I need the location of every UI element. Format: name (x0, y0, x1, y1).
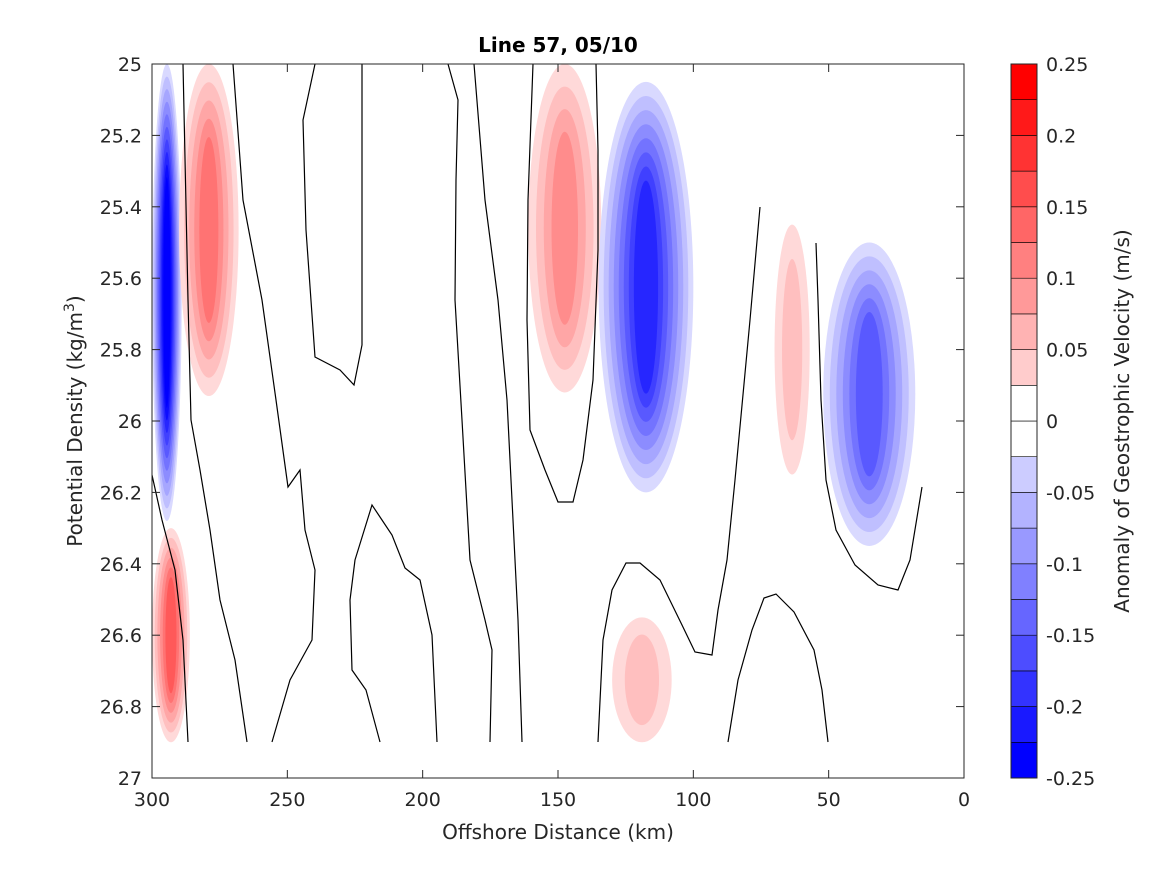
zero-contour (152, 474, 189, 743)
colorbar-tick-label: -0.2 (1046, 697, 1083, 719)
zero-contour (597, 206, 761, 743)
y-tick-label: 26.6 (100, 625, 142, 647)
contour-fill-layer (152, 64, 916, 743)
y-tick-label: 26.8 (100, 697, 142, 719)
x-axis: 300 250 200 150 100 50 0 (134, 64, 970, 811)
y-tick-label: 25.2 (100, 125, 142, 147)
y-tick-label: 25 (118, 54, 142, 76)
y-tick-label: 25.8 (100, 340, 142, 362)
colorbar-tick-label: -0.15 (1046, 625, 1095, 647)
colorbar-tick-label: -0.1 (1046, 554, 1083, 576)
colorbar-band (1010, 634, 1038, 672)
colorbar-band (1010, 206, 1038, 243)
y-tick-label: 25.6 (100, 268, 142, 290)
colorbar-tick-label: 0.05 (1046, 340, 1088, 362)
zero-contour (727, 593, 829, 743)
contour-lines (152, 64, 923, 743)
colorbar-band (1010, 277, 1038, 315)
colorbar-tick-label: 0.1 (1046, 268, 1076, 290)
y-axis-label-superscript: 3 (62, 303, 78, 312)
colorbar-band (1010, 420, 1038, 458)
contour-band-blue-core-40km (855, 312, 883, 477)
chart-title: Line 57, 05/10 (478, 33, 638, 57)
colorbar-tick-label: -0.25 (1046, 768, 1095, 790)
x-tick-label: 0 (958, 789, 970, 811)
zero-contour (815, 242, 923, 591)
colorbar-tick-label: -0.05 (1046, 482, 1095, 504)
colorbar-tick-label: 0.25 (1046, 54, 1088, 76)
colorbar-ticks: 0.25 0.2 0.15 0.1 0.05 0 -0.05 -0.1 -0.15 -0.2 -0.… (1046, 54, 1095, 790)
colorbar-band (1010, 170, 1038, 208)
zero-contour (302, 64, 363, 387)
colorbar-band (1010, 706, 1038, 743)
zero-contour (473, 64, 523, 743)
colorbar-tick-label: 0.2 (1046, 125, 1076, 147)
zero-contour (182, 64, 248, 743)
zero-contour (232, 64, 316, 743)
colorbar-frame (1010, 63, 1038, 779)
colorbar-band (1010, 741, 1038, 779)
y-tick-label: 26.4 (100, 554, 142, 576)
contour-band-red-core-147km (551, 131, 579, 325)
contour-band-red-core-65km (782, 259, 803, 441)
y-tick-label: 25.4 (100, 197, 142, 219)
zero-contour (447, 64, 493, 743)
colorbar-tick-label: 0 (1046, 411, 1058, 433)
x-tick-label: 250 (269, 789, 305, 811)
x-tick-label: 150 (540, 789, 576, 811)
colorbar-band (1010, 384, 1038, 422)
y-axis-label-main: Potential Density (kg/m (63, 312, 87, 547)
colorbar (1010, 63, 1038, 779)
contour-band-red-deep-300km (165, 577, 177, 694)
colorbar-band (1010, 135, 1038, 172)
y-axis-label-close: ) (63, 295, 87, 303)
colorbar-band (1010, 63, 1038, 101)
colorbar-band (1010, 527, 1038, 565)
contour-band-blue-core-300km (163, 177, 171, 408)
y-tick-label: 27 (118, 768, 142, 790)
zero-contour (526, 64, 599, 503)
x-tick-label: 100 (675, 789, 711, 811)
contour-band-red-deep-125km (624, 634, 660, 726)
contour-band-red-core-280km (199, 137, 219, 323)
x-tick-label: 200 (405, 789, 441, 811)
zero-contour (349, 503, 438, 743)
contour-band-blue-core-120km (633, 180, 659, 394)
colorbar-tick-label: 0.15 (1046, 197, 1088, 219)
colorbar-band (1010, 456, 1038, 493)
x-tick-label: 50 (817, 789, 841, 811)
colorbar-band (1010, 242, 1038, 279)
y-tick-label: 26 (118, 411, 142, 433)
colorbar-band (1010, 349, 1038, 386)
colorbar-label: Anomaly of Geostrophic Velocity (m/s) (1110, 229, 1134, 612)
y-axis: 25 25.2 25.4 25.6 25.8 26 26.2 26.4 26.6 26.8 27 (100, 54, 964, 790)
colorbar-band (1010, 670, 1038, 707)
colorbar-band (1010, 492, 1038, 529)
colorbar-band (1010, 563, 1038, 600)
x-tick-label: 300 (134, 789, 170, 811)
colorbar-band (1010, 99, 1038, 136)
colorbar-band (1010, 599, 1038, 636)
colorbar-band (1010, 313, 1038, 350)
y-tick-label: 26.2 (100, 482, 142, 504)
y-axis-label: Potential Density (kg/m3) (62, 295, 87, 546)
x-axis-label: Offshore Distance (km) (442, 820, 674, 844)
